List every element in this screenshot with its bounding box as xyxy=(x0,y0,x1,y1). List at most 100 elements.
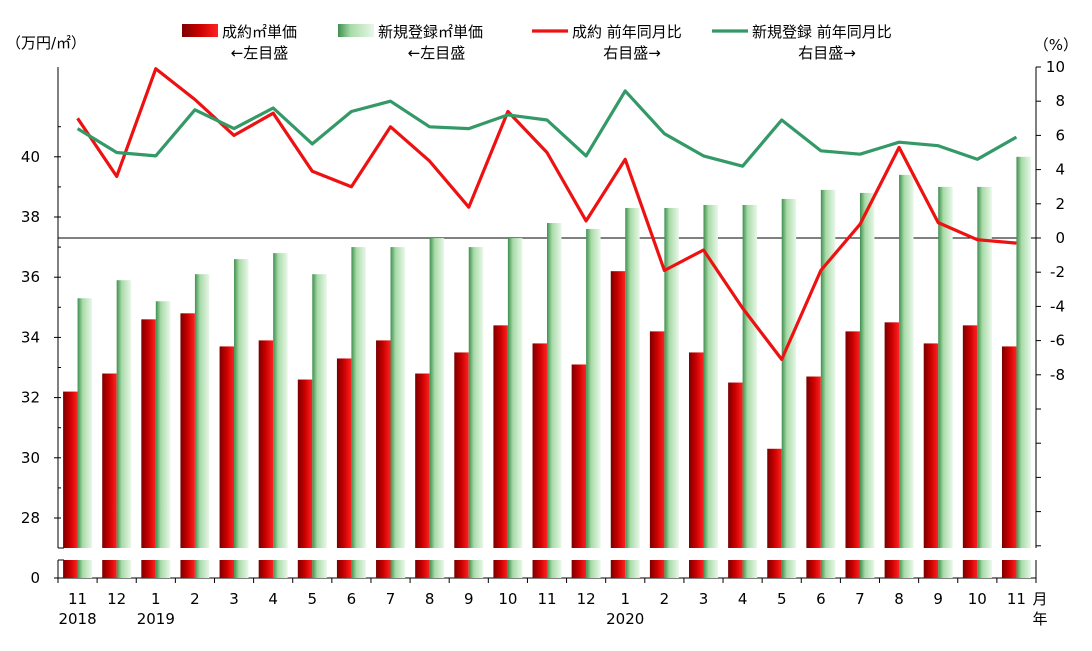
contract-price-bar xyxy=(141,319,156,548)
contract-price-bar-base xyxy=(454,560,469,578)
new-listing-price-bar-base xyxy=(351,560,366,578)
right-tick-label: 2 xyxy=(1055,195,1065,213)
legend-swatch xyxy=(338,24,374,37)
contract-price-bar xyxy=(454,352,469,548)
legend-label: 新規登録 前年同月比 xyxy=(752,23,892,41)
legend-note: 右目盛→ xyxy=(603,44,661,62)
new-listing-price-bar xyxy=(977,186,992,548)
x-year-label: 2020 xyxy=(606,610,644,628)
contract-price-bar-base xyxy=(258,560,274,578)
x-year-label: 2018 xyxy=(58,610,96,628)
contract-price-bar xyxy=(689,352,704,548)
x-tick-label: 11 xyxy=(537,590,556,608)
legend-label: 新規登録㎡単価 xyxy=(378,23,483,41)
contract-price-bar-base xyxy=(689,560,704,578)
contract-price-bar-base xyxy=(63,560,78,578)
x-tick-label: 2 xyxy=(190,590,200,608)
contract-price-bar-base xyxy=(649,560,665,578)
x-year-suffix: 年 xyxy=(1032,610,1047,628)
new-listing-price-bar-base xyxy=(312,560,327,578)
x-tick-label: 1 xyxy=(151,590,161,608)
new-listing-price-bar xyxy=(742,204,758,548)
legend-label: 成約 前年同月比 xyxy=(572,23,682,41)
left-tick-label: 28 xyxy=(21,509,40,527)
new-listing-price-bar-base xyxy=(742,560,758,578)
x-tick-label: 7 xyxy=(386,590,396,608)
contract-price-bar xyxy=(884,322,900,548)
x-tick-label: 9 xyxy=(933,590,943,608)
new-listing-price-bar xyxy=(938,186,953,548)
new-listing-price-bar-base xyxy=(664,560,679,578)
left-tick-label: 32 xyxy=(21,389,40,407)
legend-note: ←左目盛 xyxy=(408,44,466,62)
new-listing-price-bar xyxy=(155,301,171,548)
x-tick-label: 3 xyxy=(699,590,709,608)
contract-price-bar-base xyxy=(180,560,195,578)
x-tick-label: 7 xyxy=(855,590,865,608)
contract-price-bar xyxy=(376,340,391,548)
x-tick-label: 3 xyxy=(229,590,239,608)
contract-price-bar xyxy=(923,343,939,548)
new-listing-price-bar xyxy=(194,274,210,548)
new-listing-price-bar xyxy=(116,280,132,548)
contract-price-bar-base xyxy=(1001,560,1017,578)
new-listing-price-bar xyxy=(234,259,249,548)
contract-price-bar xyxy=(258,340,274,548)
contract-price-bar-base xyxy=(884,560,900,578)
left-tick-label: 30 xyxy=(21,449,40,467)
contract-price-bar-base xyxy=(336,560,352,578)
contract-price-bar-base xyxy=(219,560,235,578)
new-listing-price-bar-base xyxy=(273,560,288,578)
x-tick-label: 11 xyxy=(68,590,87,608)
left-axis-unit-label: （万円/㎡） xyxy=(6,34,86,52)
new-listing-price-bar xyxy=(586,229,601,549)
right-tick-label: 8 xyxy=(1055,92,1065,110)
x-tick-label: 5 xyxy=(308,590,318,608)
new-listing-price-bar-base xyxy=(155,560,171,578)
right-tick-label: -2 xyxy=(1050,263,1065,281)
new-listing-price-bar-base xyxy=(234,560,249,578)
contract-price-bar xyxy=(571,364,587,548)
new-listing-price-bar xyxy=(77,298,93,548)
new-listing-price-bar-base xyxy=(977,560,992,578)
new-listing-price-bar xyxy=(703,204,718,548)
left-tick-label: 40 xyxy=(21,148,40,166)
contract-price-bar-base xyxy=(415,560,430,578)
contract-price-bar xyxy=(219,346,235,548)
new-listing-price-bar xyxy=(312,274,327,548)
new-listing-price-bar-base xyxy=(547,560,562,578)
left-tick-label: 0 xyxy=(30,569,40,587)
contract-price-bar xyxy=(962,325,978,548)
new-listing-price-bar xyxy=(859,192,875,549)
contract-price-bar xyxy=(649,331,665,548)
right-tick-label: 6 xyxy=(1055,126,1065,144)
new-listing-price-bar-base xyxy=(390,560,405,578)
x-tick-label: 6 xyxy=(347,590,357,608)
new-listing-price-bar xyxy=(273,253,288,548)
contract-price-bar xyxy=(728,382,743,548)
new-listing-price-bar xyxy=(507,238,523,548)
right-tick-label: 0 xyxy=(1055,229,1065,247)
new-listing-price-bar-base xyxy=(820,560,836,578)
contract-price-bar-base xyxy=(532,560,547,578)
contract-price-bar-base xyxy=(806,560,821,578)
contract-price-bar-base xyxy=(493,560,508,578)
new-listing-price-bar xyxy=(625,207,640,548)
right-tick-label: -8 xyxy=(1050,366,1065,384)
x-year-label: 2019 xyxy=(137,610,175,628)
contract-price-bar xyxy=(493,325,508,548)
right-tick-label: -6 xyxy=(1050,332,1065,350)
legend-note: 右目盛→ xyxy=(798,44,856,62)
x-tick-label: 4 xyxy=(268,590,278,608)
legend-swatch xyxy=(182,24,218,37)
new-listing-price-bar xyxy=(781,198,797,548)
right-tick-label: 4 xyxy=(1055,161,1065,179)
new-listing-price-bar xyxy=(820,189,836,548)
contract-price-bar-base xyxy=(376,560,391,578)
right-axis-unit-label: （%） xyxy=(1034,36,1078,54)
contract-price-bar-base xyxy=(845,560,860,578)
x-tick-label: 12 xyxy=(577,590,596,608)
